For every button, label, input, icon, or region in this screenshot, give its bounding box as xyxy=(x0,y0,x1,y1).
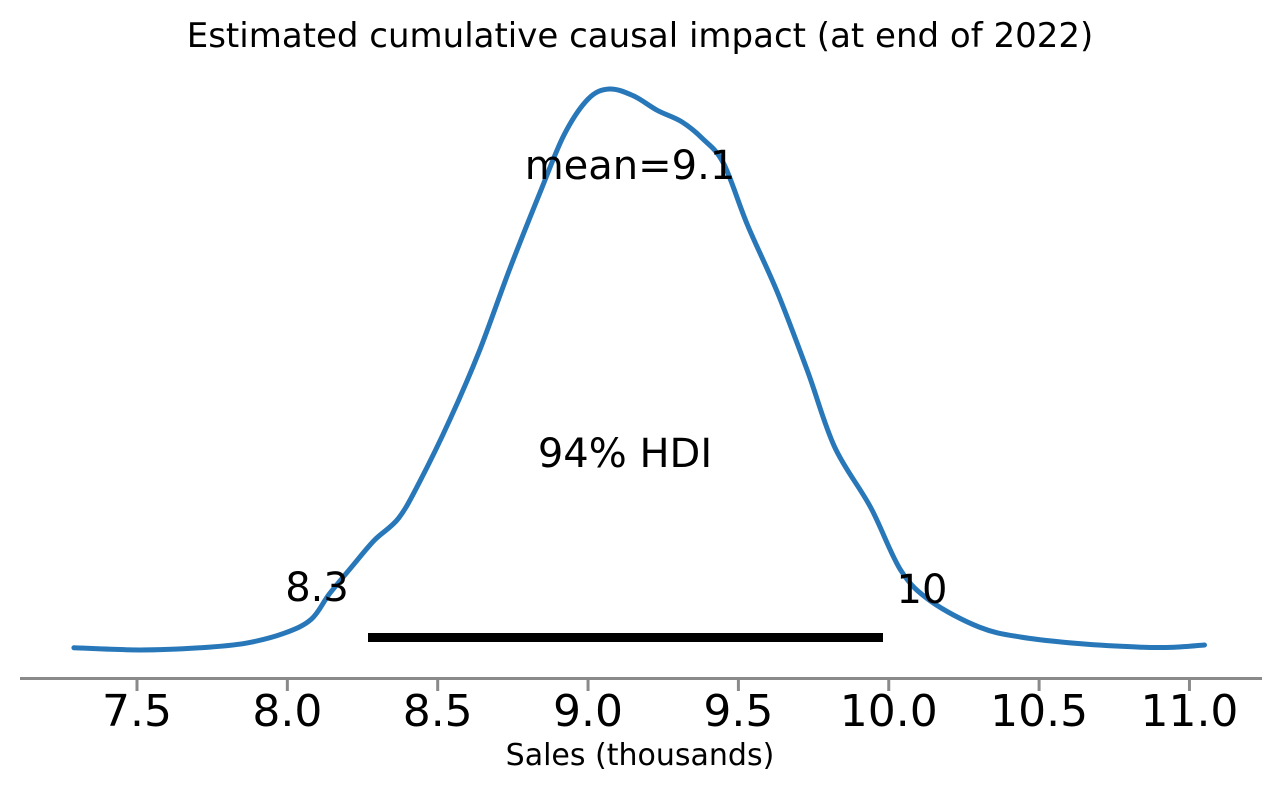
x-tick-label: 7.5 xyxy=(102,686,172,737)
x-axis-label: Sales (thousands) xyxy=(505,738,775,773)
hdi-interval-bar xyxy=(368,633,883,642)
x-tick-label: 8.5 xyxy=(402,686,473,737)
x-tick-label: 8.0 xyxy=(252,686,323,737)
hdi-upper-annotation: 10 xyxy=(896,567,948,613)
x-tick-label: 10.0 xyxy=(839,686,938,737)
mean-annotation: mean=9.1 xyxy=(524,143,736,189)
x-tick-label: 11.0 xyxy=(1140,686,1239,737)
density-curve xyxy=(71,86,1207,653)
x-tick-label: 10.5 xyxy=(990,686,1089,737)
x-tick-label: 9.5 xyxy=(703,686,774,737)
hdi-annotation: 94% HDI xyxy=(537,431,713,477)
x-axis-ticks xyxy=(135,678,1191,691)
x-tick-label: 9.0 xyxy=(553,686,624,737)
chart-title: Estimated cumulative causal impact (at e… xyxy=(186,16,1094,56)
hdi-lower-annotation: 8.3 xyxy=(285,565,349,611)
